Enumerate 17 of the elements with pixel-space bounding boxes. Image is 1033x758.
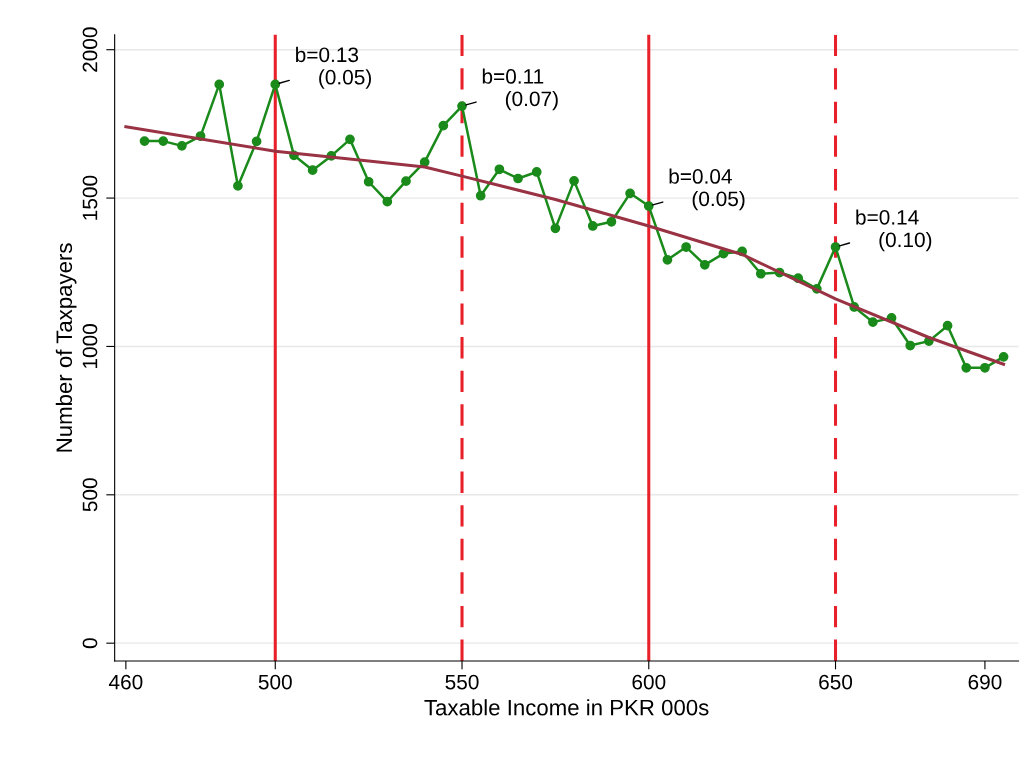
annotation: b=0.13 (0.05) xyxy=(296,46,371,89)
annotation: b=0.04 (0.05) xyxy=(669,168,745,211)
y-tick-label: 1000 xyxy=(82,324,98,369)
y-tick-label: 0 xyxy=(82,638,98,649)
annotation: b=0.11 (0.07) xyxy=(482,68,558,111)
y-tick-label: 1500 xyxy=(82,175,98,220)
x-tick-label: 460 xyxy=(108,674,143,690)
y-tick-label: 2000 xyxy=(82,27,98,72)
x-tick-label: 500 xyxy=(258,674,292,690)
x-tick-label: 550 xyxy=(445,674,479,690)
x-tick-label: 600 xyxy=(632,674,666,690)
x-tick-label: 650 xyxy=(819,674,853,690)
annotation: b=0.14 (0.10) xyxy=(856,209,932,252)
y-axis-title: Number of Taxpayers xyxy=(55,243,77,452)
x-axis-title: Taxable Income in PKR 000s xyxy=(424,699,709,716)
y-tick-label: 500 xyxy=(82,478,98,512)
x-tick-label: 690 xyxy=(968,674,1002,690)
